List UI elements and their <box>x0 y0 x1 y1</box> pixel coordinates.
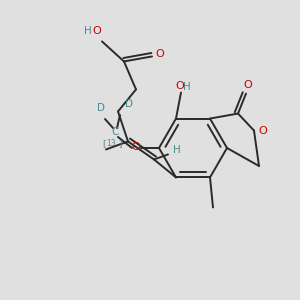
Text: C: C <box>111 127 119 137</box>
Text: D: D <box>97 103 105 113</box>
Text: O: O <box>156 50 164 59</box>
Text: O: O <box>132 142 140 152</box>
Text: D: D <box>125 99 133 109</box>
Text: O: O <box>176 81 184 91</box>
Text: O: O <box>244 80 252 90</box>
Text: O: O <box>259 126 267 136</box>
Text: 13: 13 <box>106 140 116 148</box>
Text: ]: ] <box>118 140 122 148</box>
Text: H: H <box>183 82 191 92</box>
Text: [: [ <box>102 140 106 148</box>
Text: H: H <box>84 26 92 36</box>
Text: O: O <box>93 26 101 36</box>
Text: H: H <box>173 146 181 155</box>
